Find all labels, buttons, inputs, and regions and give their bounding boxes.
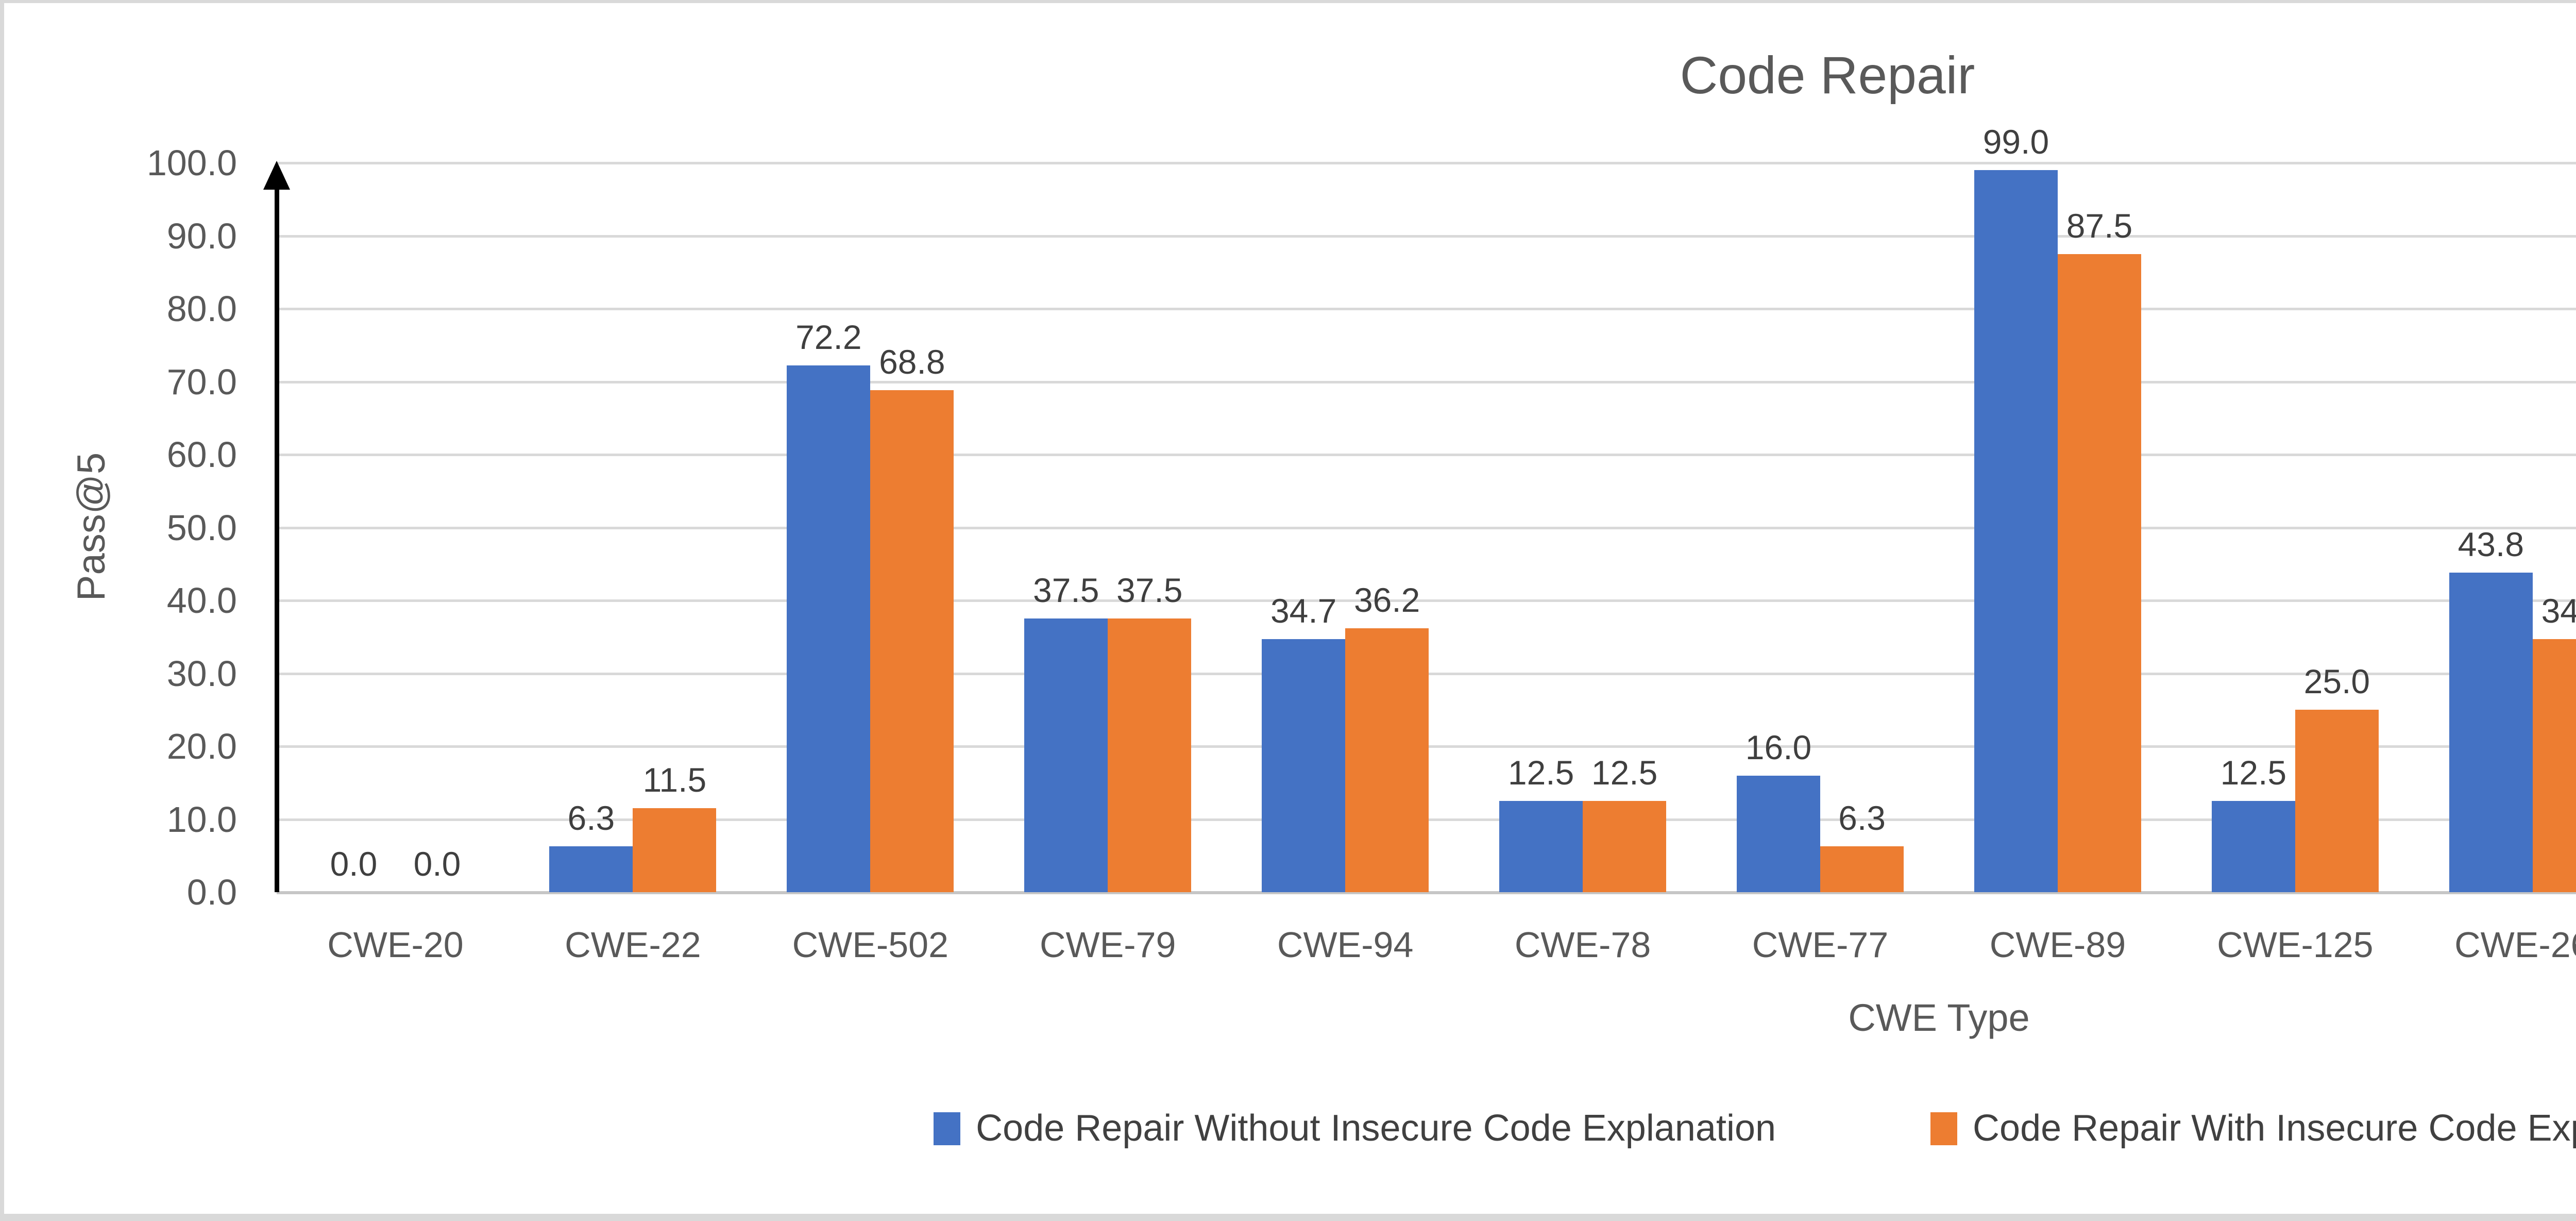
legend-swatch-orange: [1930, 1112, 1958, 1145]
data-label: 37.5: [1116, 571, 1183, 610]
data-label: 36.2: [1353, 580, 1420, 619]
data-label: 0.0: [330, 845, 378, 883]
bar-orange: [2295, 710, 2379, 892]
y-tick-label: 40.0: [166, 580, 237, 621]
data-label: 12.5: [2220, 754, 2287, 792]
data-label: 72.2: [795, 318, 862, 357]
legend: Code Repair Without Insecure Code Explan…: [0, 1108, 2576, 1149]
bar-blue: [1262, 639, 1346, 892]
y-axis-line: [275, 186, 279, 892]
x-tick-label: CWE-20: [327, 925, 464, 965]
bar-orange: [1108, 618, 1192, 892]
x-tick-label: CWE-269: [2454, 925, 2576, 965]
data-label: 99.0: [1982, 123, 2049, 161]
data-label: 43.8: [2458, 525, 2524, 564]
gridline: [277, 162, 2576, 164]
y-axis-title: Pass@5: [70, 452, 113, 601]
data-label: 37.5: [1033, 571, 1099, 610]
bar-orange: [2532, 639, 2576, 892]
bar-blue: [1024, 618, 1108, 892]
data-label: 11.5: [642, 761, 707, 799]
gridline: [277, 235, 2576, 238]
y-tick-label: 60.0: [166, 434, 237, 475]
bar-orange: [1820, 846, 1904, 892]
bar-blue: [787, 365, 871, 892]
x-tick-label: CWE-502: [792, 925, 949, 965]
y-tick-label: 90.0: [166, 215, 237, 256]
bar-blue: [549, 846, 633, 892]
legend-item-with-explanation: Code Repair With Insecure Code Explanati…: [1930, 1108, 2576, 1149]
data-label: 25.0: [2303, 662, 2370, 701]
x-tick-label: CWE-125: [2217, 925, 2374, 965]
bar-orange: [870, 390, 954, 892]
legend-label-with-explanation: Code Repair With Insecure Code Explanati…: [1973, 1108, 2576, 1149]
bar-orange: [2057, 254, 2141, 892]
y-tick-label: 100.0: [146, 143, 237, 183]
y-tick-label: 50.0: [166, 507, 237, 548]
bar-blue: [1737, 775, 1821, 892]
gridline: [277, 599, 2576, 602]
bar-orange: [633, 808, 717, 892]
y-tick-label: 80.0: [166, 289, 237, 329]
data-label: 12.5: [1507, 754, 1574, 792]
x-axis-line: [277, 891, 2576, 894]
chart-title: Code Repair: [1680, 46, 1975, 105]
legend-item-without-explanation: Code Repair Without Insecure Code Explan…: [934, 1108, 1776, 1149]
data-label: 6.3: [567, 798, 615, 837]
gridline: [277, 454, 2576, 456]
x-tick-label: CWE-77: [1752, 925, 1889, 965]
bar-orange: [1345, 628, 1429, 892]
x-tick-label: CWE-22: [565, 925, 701, 965]
gridline: [277, 526, 2576, 529]
gridline: [277, 308, 2576, 310]
x-tick-label: CWE-94: [1277, 925, 1414, 965]
data-label: 87.5: [2066, 206, 2133, 245]
y-axis-arrowhead-icon: [263, 161, 290, 190]
bar-blue: [1974, 170, 2058, 892]
data-label: 6.3: [1838, 798, 1886, 837]
y-tick-label: 20.0: [166, 726, 237, 766]
bar-blue: [1499, 801, 1583, 892]
bar-orange: [1583, 801, 1667, 892]
x-tick-label: CWE-78: [1514, 925, 1651, 965]
data-label: 0.0: [413, 845, 461, 883]
data-label: 34.7: [1270, 591, 1337, 630]
x-axis-title: CWE Type: [1848, 996, 2030, 1039]
data-label: 16.0: [1745, 728, 1812, 766]
legend-label-without-explanation: Code Repair Without Insecure Code Explan…: [976, 1108, 1776, 1149]
y-tick-label: 70.0: [166, 361, 237, 402]
y-tick-label: 10.0: [166, 799, 237, 840]
x-tick-label: CWE-89: [1989, 925, 2126, 965]
bar-blue: [2211, 801, 2295, 892]
data-label: 34.7: [2541, 591, 2576, 630]
bar-blue: [2449, 573, 2533, 892]
data-label: 12.5: [1591, 754, 1658, 792]
y-tick-label: 30.0: [166, 653, 237, 694]
legend-swatch-blue: [934, 1112, 961, 1145]
y-tick-label: 0.0: [187, 872, 237, 912]
data-label: 68.8: [879, 343, 945, 381]
gridline: [277, 380, 2576, 383]
x-tick-label: CWE-79: [1040, 925, 1176, 965]
